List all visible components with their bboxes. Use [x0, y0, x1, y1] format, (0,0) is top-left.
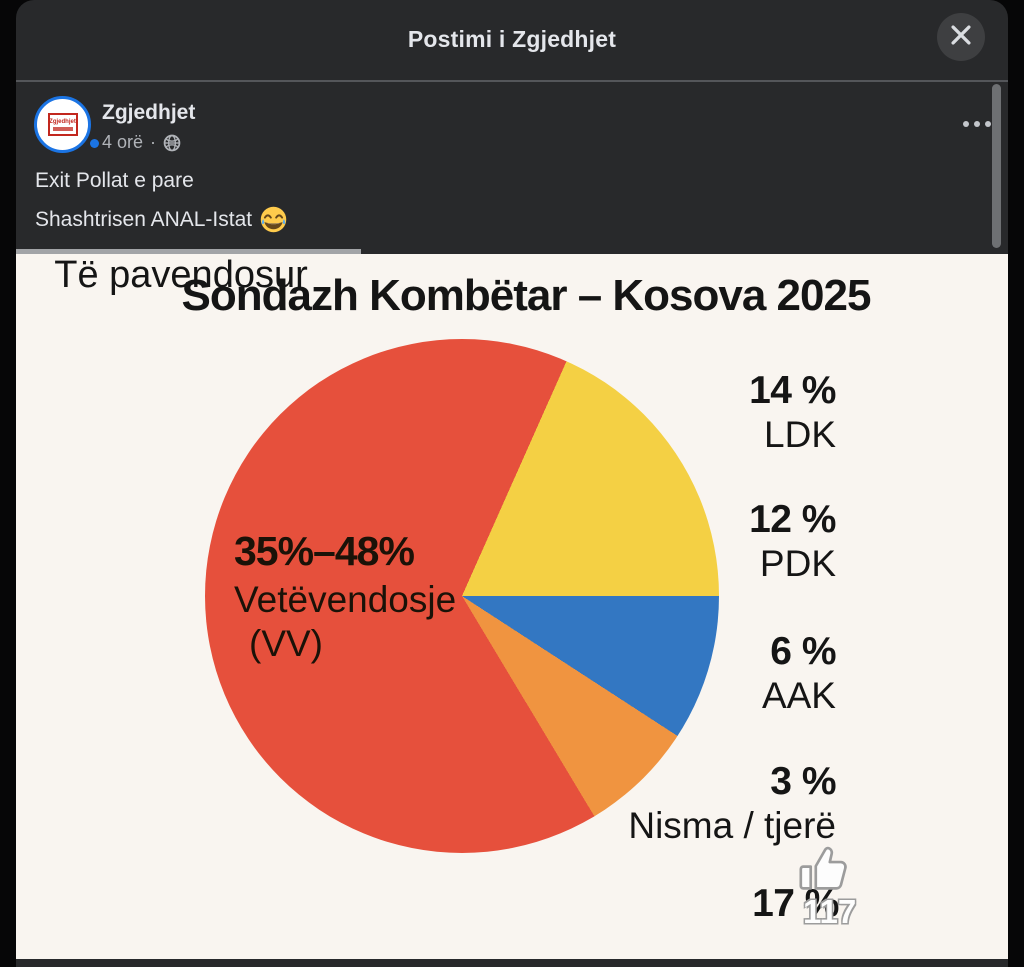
laughing-emoji-icon: [260, 206, 287, 233]
page-logo-strip: [52, 126, 73, 131]
reaction-overlay[interactable]: 117: [795, 841, 875, 941]
legend-item-aak: 6 % AAK: [506, 630, 837, 717]
legend-label: LDK: [764, 414, 836, 455]
close-button[interactable]: [937, 13, 985, 61]
modal-title: Postimi i Zgjedhjet: [407, 26, 617, 52]
legend-value: 14 %: [749, 369, 836, 412]
legend-label: AAK: [761, 675, 836, 716]
vv-abbr: (VV): [249, 623, 323, 665]
post-time: 4 orë: [102, 132, 144, 152]
legend-label: PDK: [759, 543, 836, 584]
legend-value: 6 %: [770, 630, 836, 673]
page-logo: Zgjedhjet: [47, 113, 78, 136]
chart-title: Sondazh Kombëtar – Kosova 2025: [181, 271, 872, 320]
dot-icon: [974, 121, 980, 127]
modal-header: Postimi i Zgjedhjet: [16, 0, 1008, 82]
close-icon: [949, 23, 973, 52]
legend-label: Nisma / tjerë: [628, 805, 836, 846]
meta-separator: ·: [150, 132, 157, 152]
post-text-line2: Shashtrisen ANAL-Istat: [35, 206, 287, 233]
avatar[interactable]: Zgjedhjet: [34, 96, 91, 153]
post-modal: Postimi i Zgjedhjet Zgjedhjet Zgjedhjet …: [16, 0, 1008, 967]
legend-item-ldk: 14 % LDK: [506, 369, 836, 456]
avatar-badge-dot: [90, 139, 99, 148]
more-options-button[interactable]: [955, 114, 999, 134]
legend-value: 12 %: [749, 498, 836, 541]
vv-party-name: Vetëvendosje: [234, 578, 457, 620]
legend-item-undecided-label: Të pavendosur: [54, 254, 308, 296]
legend-value: 3 %: [770, 760, 836, 803]
dot-icon: [963, 121, 969, 127]
video-progress-bar[interactable]: [16, 249, 361, 254]
vv-value-range: 35%–48%: [234, 528, 415, 574]
legend-item-undecided-value: 17 %: [509, 883, 839, 925]
thumbs-up-icon: [795, 846, 853, 903]
reaction-count: 117: [803, 893, 857, 930]
legend-item-nisma: 3 % Nisma / tjerë: [506, 760, 836, 847]
dot-icon: [985, 121, 991, 127]
globe-icon: [163, 134, 181, 152]
post-meta: 4 orë ·: [102, 132, 181, 153]
page-logo-text: Zgjedhjet: [49, 118, 76, 125]
post-image[interactable]: Sondazh Kombëtar – Kosova 2025 35%–48% V…: [16, 254, 1008, 959]
legend-value: 17 %: [752, 882, 839, 925]
legend-item-pdk: 12 % PDK: [506, 498, 836, 585]
scrollbar-thumb[interactable]: [992, 84, 1001, 248]
author-name[interactable]: Zgjedhjet: [102, 101, 196, 124]
post-text-line2-text: Shashtrisen ANAL-Istat: [35, 207, 253, 231]
pie-center-label: 35%–48% Vetëvendosje (VV): [234, 528, 456, 666]
pie-chart: [205, 339, 719, 853]
post-text-line1: Exit Pollat e pare: [35, 169, 194, 192]
